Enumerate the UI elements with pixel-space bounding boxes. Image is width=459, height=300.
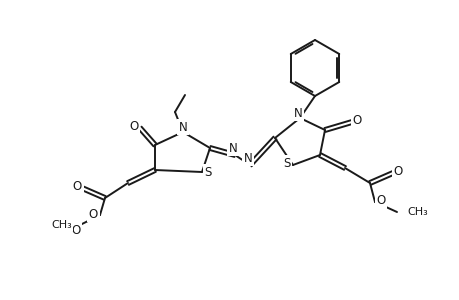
Text: O: O [129,119,138,133]
Text: O: O [375,194,385,208]
Text: O: O [392,164,402,178]
Text: S: S [204,166,211,178]
Text: N: N [228,142,237,154]
Text: N: N [293,106,302,119]
Text: O: O [71,224,80,236]
Text: O: O [73,178,83,191]
Text: O: O [89,208,98,221]
Text: CH₃: CH₃ [51,220,72,230]
Text: N: N [243,152,252,164]
Text: CH₃: CH₃ [406,207,427,217]
Text: O: O [72,179,81,193]
Text: O: O [88,208,97,220]
Text: N: N [178,121,187,134]
Text: S: S [283,157,290,169]
Text: O: O [352,113,361,127]
